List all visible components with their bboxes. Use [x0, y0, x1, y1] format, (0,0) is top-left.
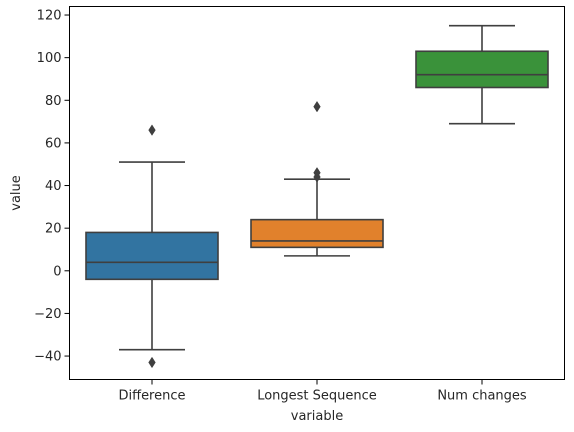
iqr-box — [415, 50, 549, 89]
box-num-changes — [415, 24, 549, 125]
x-tick-label: Difference — [118, 389, 185, 404]
outlier-point — [148, 124, 156, 136]
outlier-point — [313, 100, 321, 113]
box-difference — [85, 124, 219, 369]
iqr-box — [250, 218, 384, 249]
y-tick-label: 80 — [45, 94, 62, 109]
outlier-point — [148, 356, 156, 369]
x-axis: Difference Longest Sequence Num changes — [118, 379, 527, 404]
y-tick-label: −40 — [34, 350, 61, 365]
y-tick-label: 100 — [37, 51, 62, 66]
x-axis-label: variable — [291, 409, 343, 424]
y-tick-label: 120 — [37, 9, 62, 24]
y-tick-label: 40 — [45, 179, 62, 194]
y-axis-label: value — [9, 175, 24, 211]
box-longest-sequence — [250, 100, 384, 257]
plot-frame — [69, 6, 565, 380]
iqr-box — [85, 231, 219, 281]
y-tick-label: 0 — [53, 264, 61, 279]
y-axis: −40 −20 0 20 40 60 80 100 120 — [34, 9, 70, 365]
x-tick-label: Longest Sequence — [257, 389, 377, 404]
y-tick-label: 60 — [45, 136, 62, 151]
y-tick-label: −20 — [34, 307, 61, 322]
outlier-point — [313, 167, 321, 179]
x-tick-label: Num changes — [437, 389, 527, 404]
boxes-layer — [85, 24, 549, 369]
y-tick-label: 20 — [45, 222, 62, 237]
